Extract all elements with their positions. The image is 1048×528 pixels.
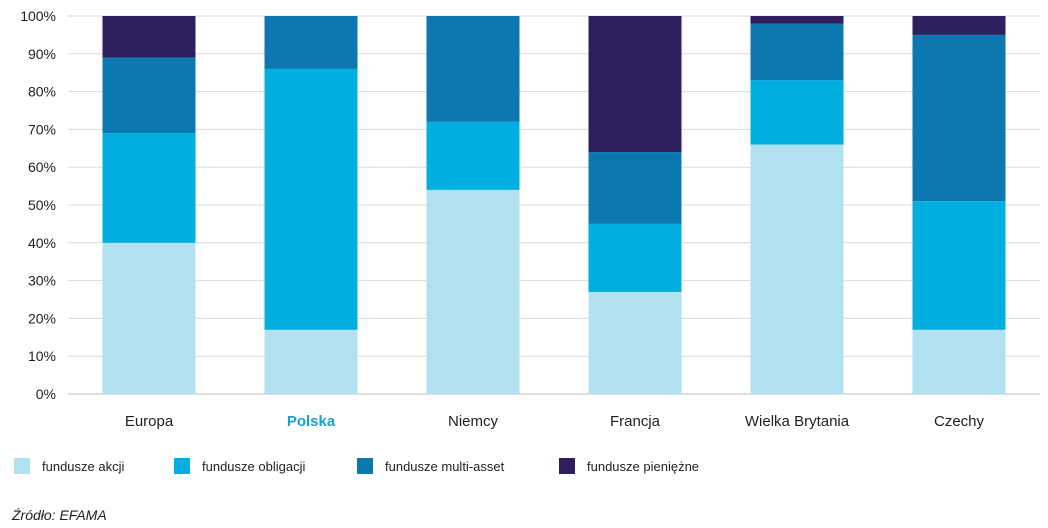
bar-segment	[426, 189, 520, 394]
y-tick-label: 100%	[20, 8, 56, 24]
bar-segment	[912, 201, 1006, 330]
legend-label: fundusze akcji	[42, 459, 124, 474]
legend-label: fundusze pieniężne	[587, 459, 699, 474]
bar-segment	[912, 329, 1006, 394]
bar-segment	[912, 34, 1006, 202]
bars	[102, 16, 1006, 394]
x-category-label: Niemcy	[448, 413, 499, 430]
bar-segment	[102, 16, 196, 58]
y-axis-tick-labels: 0% 10% 20% 30% 40% 50% 60% 70% 80% 90% 100%	[20, 8, 56, 402]
y-tick-label: 90%	[28, 46, 56, 62]
bar-segment	[912, 16, 1006, 35]
x-category-label: Europa	[125, 413, 174, 430]
bar-segment	[426, 16, 520, 122]
x-category-label: Czechy	[934, 413, 985, 430]
y-tick-label: 10%	[28, 348, 56, 364]
bar-segment	[750, 80, 844, 145]
legend-item: fundusze obligacji	[174, 458, 305, 474]
legend-swatch	[357, 458, 373, 474]
y-tick-label: 20%	[28, 310, 56, 326]
bar-segment	[750, 144, 844, 394]
y-tick-label: 70%	[28, 121, 56, 137]
legend-item: fundusze pieniężne	[559, 458, 699, 474]
legend-item: fundusze multi-asset	[357, 458, 505, 474]
y-tick-label: 80%	[28, 84, 56, 100]
x-axis-category-labels: Europa Polska Niemcy Francja Wielka Brytania…	[125, 413, 985, 430]
bar-segment	[426, 121, 520, 190]
bar-segment	[750, 23, 844, 81]
legend-label: fundusze multi-asset	[385, 459, 505, 474]
bar-segment	[750, 16, 844, 24]
y-tick-label: 0%	[36, 386, 56, 402]
x-category-label: Polska	[287, 413, 336, 430]
legend-swatch	[14, 458, 30, 474]
x-category-label: Francja	[610, 413, 661, 430]
bar-segment	[588, 223, 682, 292]
bar-segment	[264, 329, 358, 394]
x-category-label: Wielka Brytania	[745, 413, 850, 430]
gridlines	[68, 15, 1040, 395]
y-tick-label: 60%	[28, 159, 56, 175]
bar-segment	[588, 291, 682, 394]
legend-swatch	[174, 458, 190, 474]
legend-swatch	[559, 458, 575, 474]
bar-segment	[102, 242, 196, 394]
source-note: Źródło: EFAMA	[11, 507, 107, 523]
y-tick-label: 40%	[28, 235, 56, 251]
legend-label: fundusze obligacji	[202, 459, 305, 474]
bar-segment	[588, 152, 682, 224]
bar-segment	[264, 68, 358, 330]
bar-segment	[264, 16, 358, 69]
y-tick-label: 30%	[28, 273, 56, 289]
legend: fundusze akcji fundusze obligacji fundusze…	[14, 458, 699, 474]
bar-segment	[588, 16, 682, 153]
bar-segment	[102, 133, 196, 243]
legend-item: fundusze akcji	[14, 458, 124, 474]
y-tick-label: 50%	[28, 197, 56, 213]
bar-segment	[102, 57, 196, 134]
